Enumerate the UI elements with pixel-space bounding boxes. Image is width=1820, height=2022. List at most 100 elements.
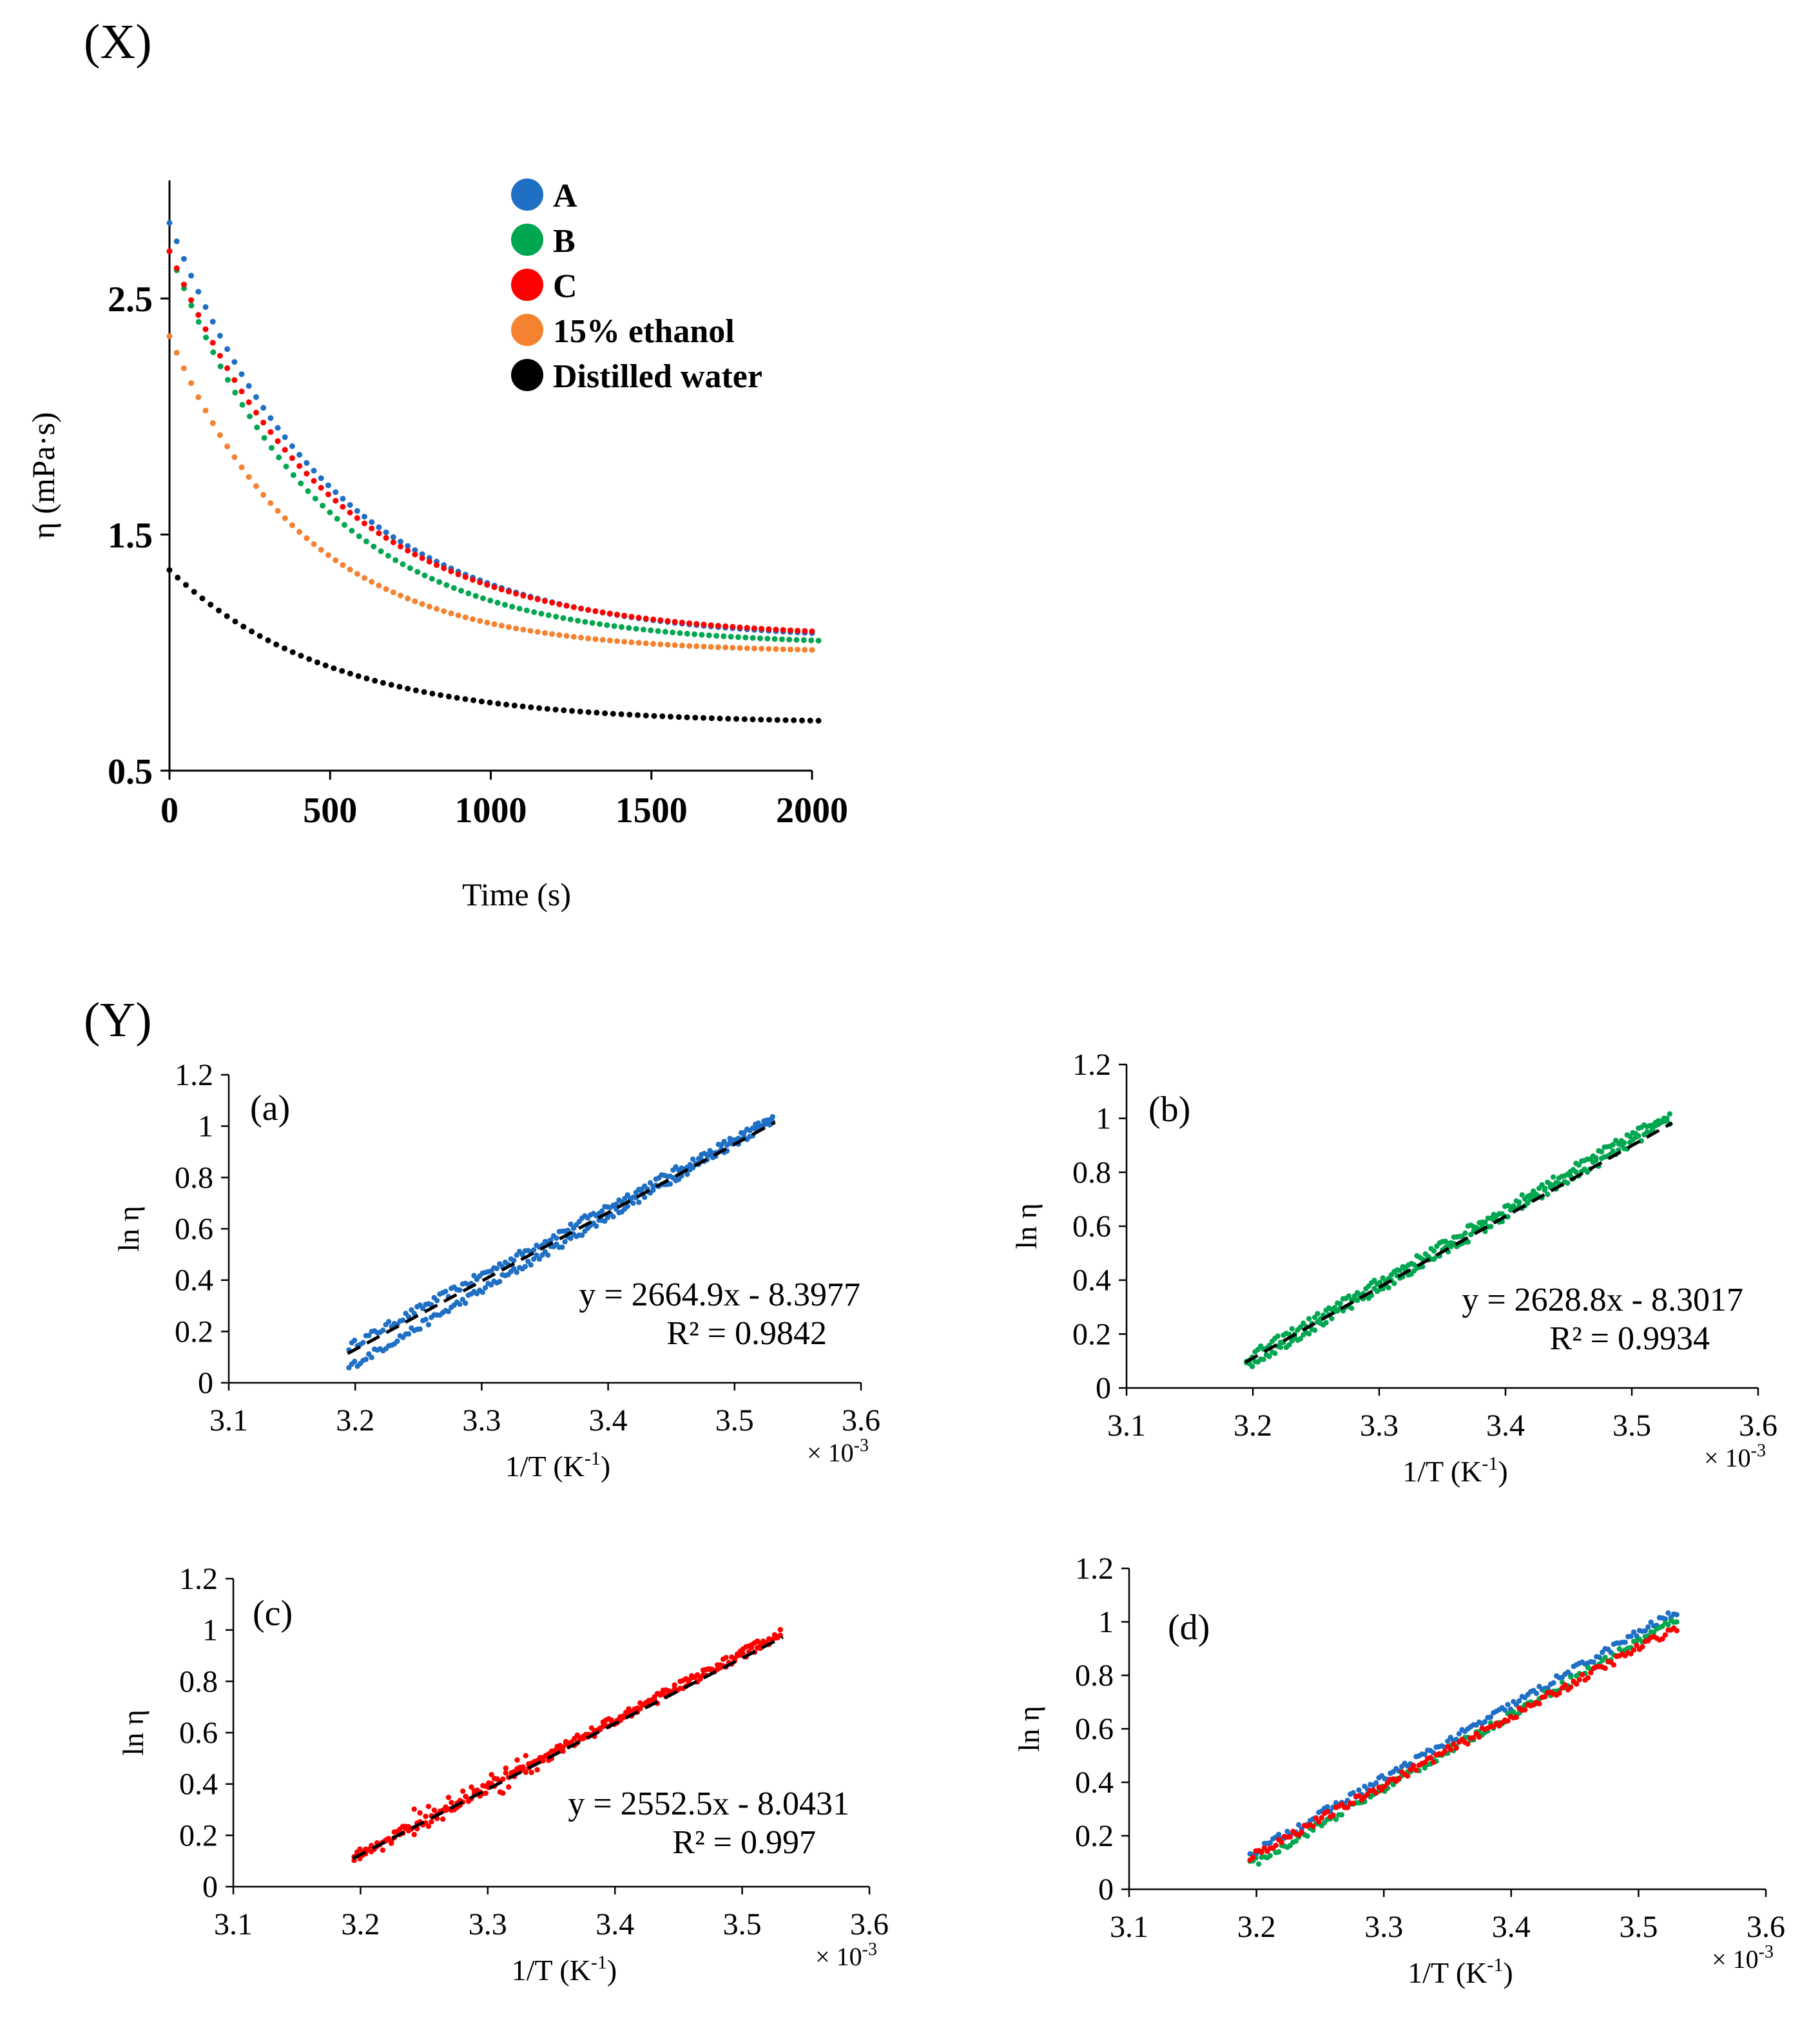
x-axis-title-end: ) [1498,1455,1507,1488]
data-point [751,625,757,631]
data-point [411,1831,417,1838]
data-point [1445,1738,1451,1744]
data-point [298,653,304,659]
data-point [460,1788,466,1794]
data-point [513,625,519,631]
data-point [296,463,303,469]
y-tick-label: 0.8 [1075,1659,1114,1693]
data-point [751,645,757,651]
data-point [715,644,721,650]
data-point [443,1289,449,1295]
data-point [1310,1824,1316,1829]
data-point [585,607,592,613]
data-point [684,630,690,637]
y-tick-label: 0.6 [179,1716,218,1750]
data-point [624,1203,630,1209]
data-point [1505,1718,1511,1724]
data-point [173,238,180,244]
chart-b-arrhenius: 3.1 3.2 3.3 3.4 3.5 3.6 0 0.2 0.4 0.6 0.8 1 1.2 1/T (… [1010,1048,1777,1488]
data-point [419,555,425,561]
data-point [431,1807,437,1813]
data-point [306,656,313,662]
data-point [376,524,382,530]
data-point [563,633,570,639]
data-point [380,1847,386,1853]
data-point [224,443,231,450]
data-point [1674,1628,1680,1633]
data-point [417,1326,423,1332]
data-point [1293,1838,1299,1844]
data-point [412,552,418,557]
data-point [622,1195,628,1202]
data-point [643,713,649,718]
data-point [538,610,545,617]
data-point [470,616,476,622]
y-tick-label: 0.6 [175,1212,213,1246]
data-point [414,569,421,575]
y-axis-title: ln η [117,1709,150,1755]
data-point [701,621,707,628]
data-point [1277,1344,1284,1351]
data-point [1306,1331,1312,1337]
data-point [342,522,347,528]
data-point [701,715,706,721]
data-point [556,632,563,638]
data-point [549,631,556,637]
data-point [462,614,469,621]
data-point [369,579,375,585]
data-point [715,622,721,629]
data-point [624,1192,630,1198]
data-point [369,1354,374,1360]
data-point [1319,1815,1324,1821]
y-tick-label: 1.2 [175,1058,213,1092]
data-point [180,256,187,262]
data-point [441,565,447,572]
data-point [775,1634,780,1640]
data-point [1313,1815,1319,1821]
data-point [354,508,360,514]
data-point [1250,1854,1256,1860]
data-point [570,604,577,610]
data-point [699,631,705,638]
data-point [240,623,247,630]
data-point [520,592,527,599]
data-point [426,559,432,565]
data-point [802,628,808,634]
data-point [354,515,360,521]
data-point [552,706,559,713]
data-point [351,1858,357,1863]
data-point [528,1769,534,1775]
data-point [759,646,765,652]
data-point [1337,1300,1343,1307]
data-point [534,596,541,602]
data-point [356,533,362,539]
data-point [1576,1162,1582,1168]
y-tick-label: 0.8 [1072,1155,1111,1189]
data-point [549,599,556,606]
data-point [434,562,440,568]
data-point [779,636,785,642]
data-point [693,621,700,627]
data-point [640,626,646,633]
data-point [1297,1336,1304,1342]
data-point [289,522,295,528]
trend-line [1244,1121,1673,1364]
data-point [686,642,693,649]
data-point [1373,1780,1379,1786]
data-point [238,371,245,378]
data-point [1310,1827,1316,1833]
data-point [578,605,584,611]
data-point [311,541,317,547]
data-point [1284,1829,1290,1834]
data-point [249,628,255,635]
data-point [1356,1787,1362,1793]
data-point [366,1333,372,1338]
data-point [238,464,245,470]
data-point [1306,1316,1312,1322]
data-point [1324,1804,1330,1810]
series-15-ethanol [166,333,815,653]
data-point [1568,1674,1574,1680]
data-point [173,349,180,356]
data-point [721,633,727,639]
data-point [267,500,274,506]
